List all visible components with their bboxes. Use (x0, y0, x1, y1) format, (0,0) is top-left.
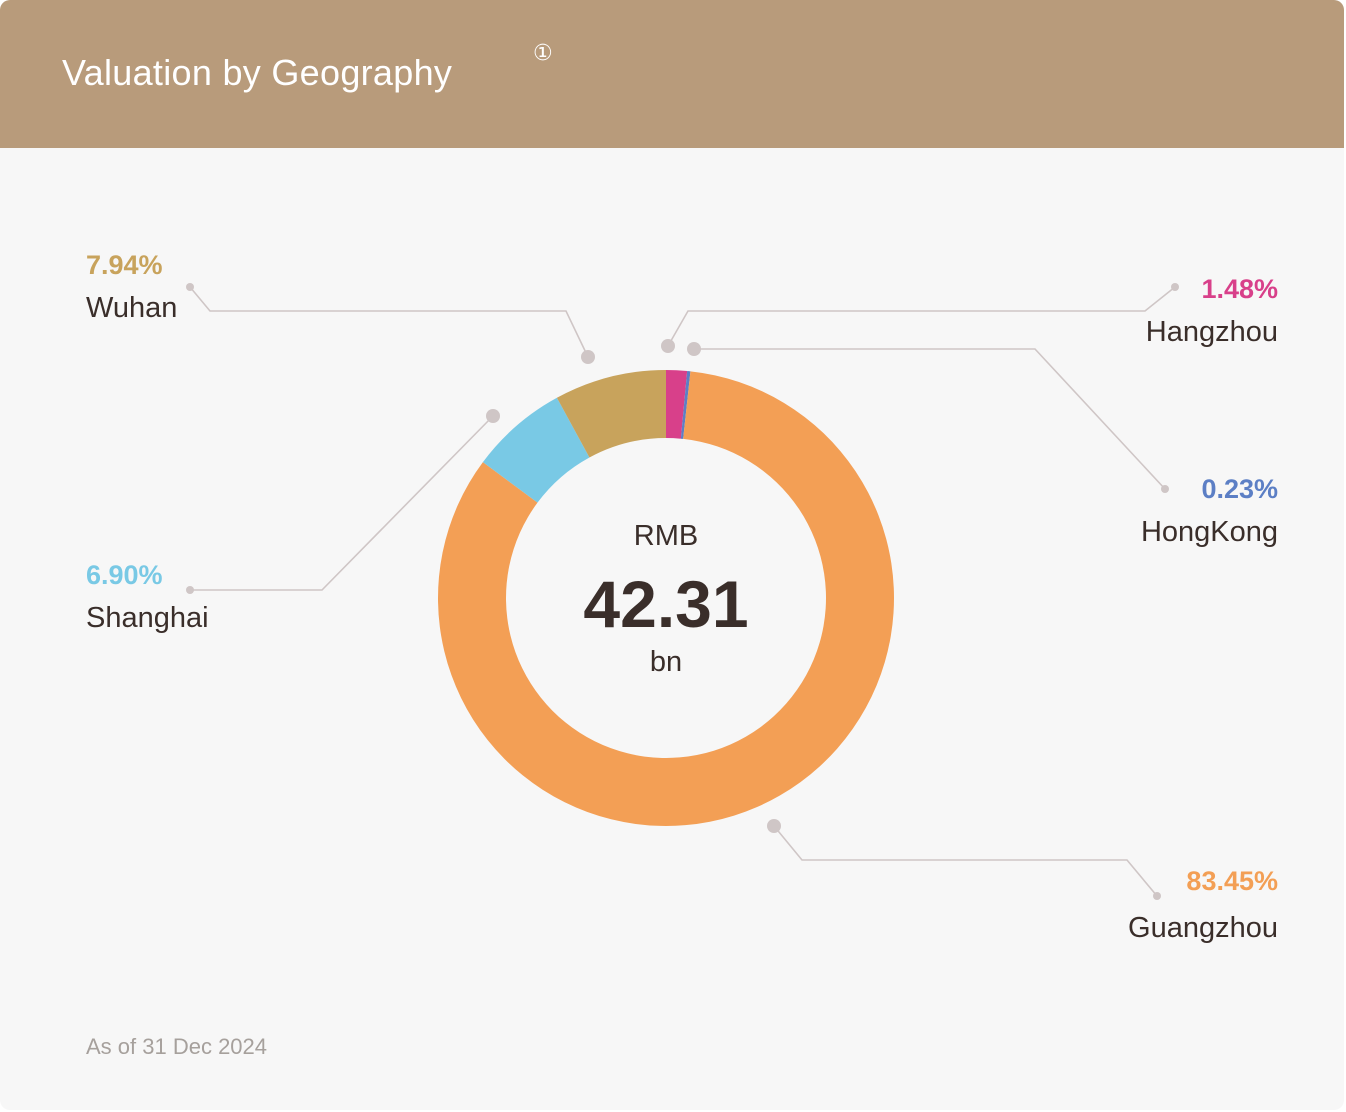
label-pct-wuhan: 7.94% (86, 250, 163, 280)
card-title: Valuation by Geography (62, 52, 453, 93)
leader-hangzhou (661, 283, 1179, 353)
center-total: 42.31 (583, 567, 749, 641)
as-of-date: As of 31 Dec 2024 (86, 1034, 268, 1059)
donut-slices (438, 370, 894, 826)
card-header: Valuation by Geography ① (0, 0, 1344, 148)
slice-wuhan[interactable] (556, 370, 666, 458)
leader-wuhan (186, 283, 595, 364)
label-name-guangzhou: Guangzhou (1128, 912, 1278, 944)
label-name-hangzhou: Hangzhou (1145, 316, 1278, 348)
slice-hongkong[interactable] (680, 370, 691, 439)
label-pct-hongkong: 0.23% (1201, 474, 1278, 504)
leader-guangzhou (767, 819, 1161, 900)
footnote-marker[interactable]: ① (533, 40, 553, 65)
slice-hangzhou[interactable] (666, 370, 688, 439)
slice-guangzhou[interactable] (438, 371, 894, 826)
leader-hongkong (687, 342, 1169, 493)
label-name-hongkong: HongKong (1140, 516, 1278, 548)
label-name-wuhan: Wuhan (86, 292, 178, 324)
label-pct-shanghai: 6.90% (86, 560, 163, 590)
label-pct-guangzhou: 83.45% (1186, 866, 1278, 896)
leader-shanghai (186, 409, 500, 594)
leader-lines (186, 283, 1179, 900)
slice-shanghai[interactable] (482, 397, 590, 503)
center-unit: bn (649, 646, 683, 678)
label-name-shanghai: Shanghai (86, 602, 209, 634)
label-pct-hangzhou: 1.48% (1201, 274, 1278, 304)
center-currency: RMB (633, 520, 699, 552)
donut-chart (186, 283, 1179, 900)
